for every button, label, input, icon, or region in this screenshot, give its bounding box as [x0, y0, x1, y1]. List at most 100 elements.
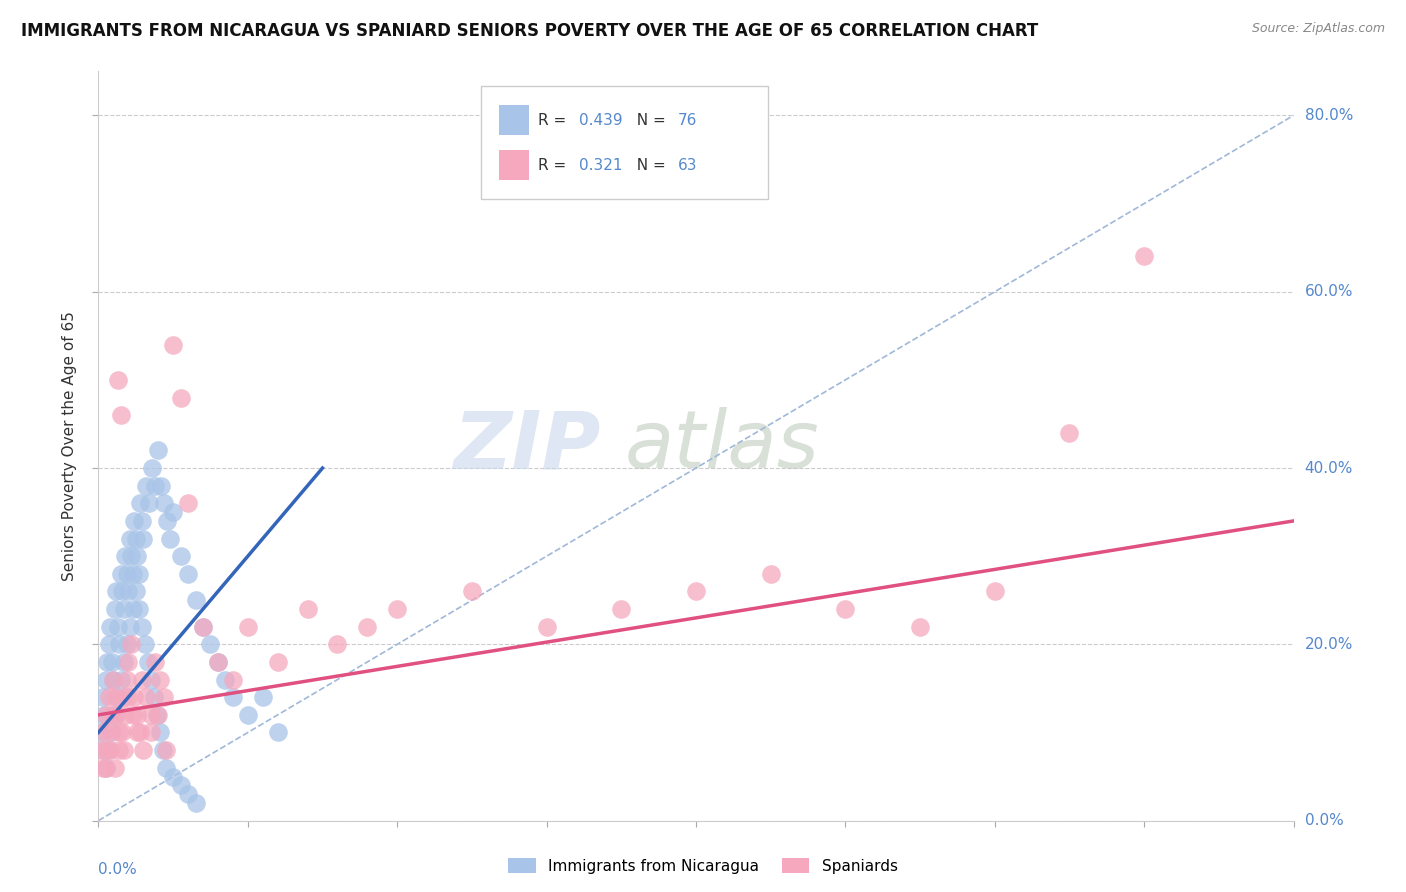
Bar [499, 105, 529, 135]
Point [97, 637, 120, 651]
Text: 40.0%: 40.0% [1305, 460, 1353, 475]
Point [169, 391, 191, 405]
Text: R =: R = [538, 112, 571, 128]
Point [107, 373, 129, 387]
Text: 63: 63 [678, 158, 697, 172]
Point [125, 532, 148, 546]
Text: 0.439: 0.439 [579, 112, 623, 128]
Point [93, 725, 115, 739]
Point [104, 761, 127, 775]
Point [91, 690, 114, 705]
Point [191, 620, 214, 634]
Point [118, 532, 141, 546]
Point [97, 743, 120, 757]
Point [356, 620, 378, 634]
Point [135, 690, 157, 705]
Point [105, 707, 128, 722]
Point [127, 549, 149, 564]
Point [120, 549, 142, 564]
Point [139, 725, 162, 739]
Point [110, 673, 132, 687]
Point [685, 584, 707, 599]
Text: 0.0%: 0.0% [1305, 814, 1343, 828]
Point [1133, 250, 1156, 264]
Point [107, 620, 129, 634]
Point [138, 496, 160, 510]
Point [156, 514, 179, 528]
Point [139, 707, 162, 722]
Point [96, 743, 118, 757]
Y-axis label: Seniors Poverty Over the Age of 65: Seniors Poverty Over the Age of 65 [62, 311, 77, 581]
Point [142, 690, 165, 705]
Point [169, 549, 191, 564]
Point [94, 761, 117, 775]
Point [128, 566, 150, 581]
Point [91, 761, 114, 775]
Point [104, 602, 127, 616]
Text: 0.0%: 0.0% [98, 862, 138, 877]
Point [124, 690, 146, 705]
Text: ZIP: ZIP [453, 407, 600, 485]
FancyBboxPatch shape [481, 87, 768, 199]
Point [98, 620, 122, 634]
Point [252, 690, 274, 705]
Point [90, 725, 112, 739]
Point [177, 496, 200, 510]
Point [121, 707, 143, 722]
Point [96, 655, 118, 669]
Point [200, 637, 222, 651]
Point [93, 707, 115, 722]
Point [135, 478, 157, 492]
Point [159, 532, 181, 546]
Point [1059, 425, 1081, 440]
Text: N =: N = [627, 112, 671, 128]
Point [125, 584, 148, 599]
Point [148, 443, 170, 458]
Point [104, 707, 127, 722]
Point [267, 655, 290, 669]
Point [112, 602, 135, 616]
Legend: Immigrants from Nicaragua, Spaniards: Immigrants from Nicaragua, Spaniards [502, 852, 904, 880]
Point [115, 673, 138, 687]
Point [139, 673, 162, 687]
Point [112, 655, 135, 669]
Point [112, 743, 135, 757]
Point [131, 514, 153, 528]
Point [149, 673, 172, 687]
Point [91, 743, 114, 757]
Text: 60.0%: 60.0% [1305, 285, 1353, 299]
Text: 0.321: 0.321 [579, 158, 623, 172]
Point [127, 725, 149, 739]
Point [143, 478, 166, 492]
Point [153, 496, 176, 510]
Point [121, 566, 143, 581]
Point [98, 743, 122, 757]
Point [94, 673, 117, 687]
Point [103, 673, 125, 687]
Point [101, 707, 124, 722]
Point [132, 743, 155, 757]
Point [124, 514, 146, 528]
Point [121, 602, 143, 616]
Point [128, 602, 150, 616]
Point [111, 584, 134, 599]
Point [148, 707, 170, 722]
Point [94, 707, 117, 722]
Point [152, 743, 174, 757]
Point [536, 620, 558, 634]
Point [90, 743, 112, 757]
Point [297, 602, 319, 616]
Point [111, 725, 134, 739]
Point [610, 602, 633, 616]
Point [134, 637, 156, 651]
Point [105, 584, 128, 599]
Point [222, 673, 245, 687]
Point [117, 690, 139, 705]
Point [155, 761, 177, 775]
Point [908, 620, 931, 634]
Point [107, 690, 129, 705]
Point [236, 620, 259, 634]
Text: 80.0%: 80.0% [1305, 108, 1353, 123]
Point [207, 655, 229, 669]
Point [101, 725, 124, 739]
